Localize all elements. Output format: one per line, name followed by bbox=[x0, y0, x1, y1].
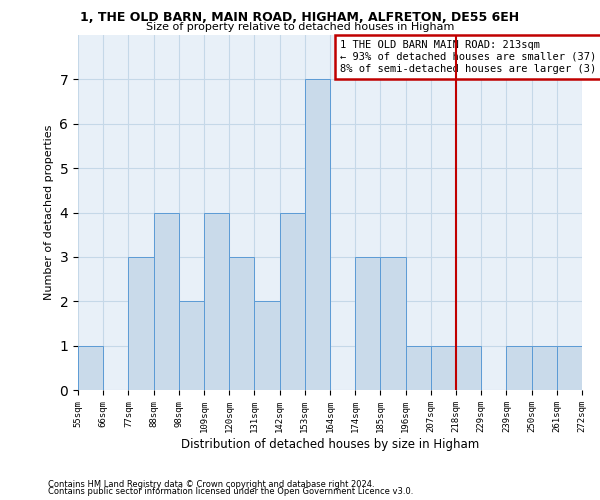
Bar bbox=[254, 301, 280, 390]
Bar bbox=[380, 257, 406, 390]
Bar bbox=[305, 80, 330, 390]
Text: Size of property relative to detached houses in Higham: Size of property relative to detached ho… bbox=[146, 22, 454, 32]
Text: Contains public sector information licensed under the Open Government Licence v3: Contains public sector information licen… bbox=[48, 487, 413, 496]
Text: 1, THE OLD BARN, MAIN ROAD, HIGHAM, ALFRETON, DE55 6EH: 1, THE OLD BARN, MAIN ROAD, HIGHAM, ALFR… bbox=[80, 11, 520, 24]
Bar bbox=[406, 346, 431, 390]
Bar bbox=[78, 346, 103, 390]
Bar bbox=[355, 257, 380, 390]
Text: Contains HM Land Registry data © Crown copyright and database right 2024.: Contains HM Land Registry data © Crown c… bbox=[48, 480, 374, 489]
Bar bbox=[506, 346, 532, 390]
X-axis label: Distribution of detached houses by size in Higham: Distribution of detached houses by size … bbox=[181, 438, 479, 450]
Bar bbox=[229, 257, 254, 390]
Bar bbox=[431, 346, 456, 390]
Bar bbox=[179, 301, 204, 390]
Bar bbox=[204, 212, 229, 390]
Bar bbox=[154, 212, 179, 390]
Text: 1 THE OLD BARN MAIN ROAD: 213sqm
← 93% of detached houses are smaller (37)
8% of: 1 THE OLD BARN MAIN ROAD: 213sqm ← 93% o… bbox=[340, 40, 600, 74]
Bar bbox=[456, 346, 481, 390]
Bar bbox=[557, 346, 582, 390]
Bar bbox=[128, 257, 154, 390]
Bar bbox=[532, 346, 557, 390]
Y-axis label: Number of detached properties: Number of detached properties bbox=[44, 125, 54, 300]
Bar bbox=[280, 212, 305, 390]
